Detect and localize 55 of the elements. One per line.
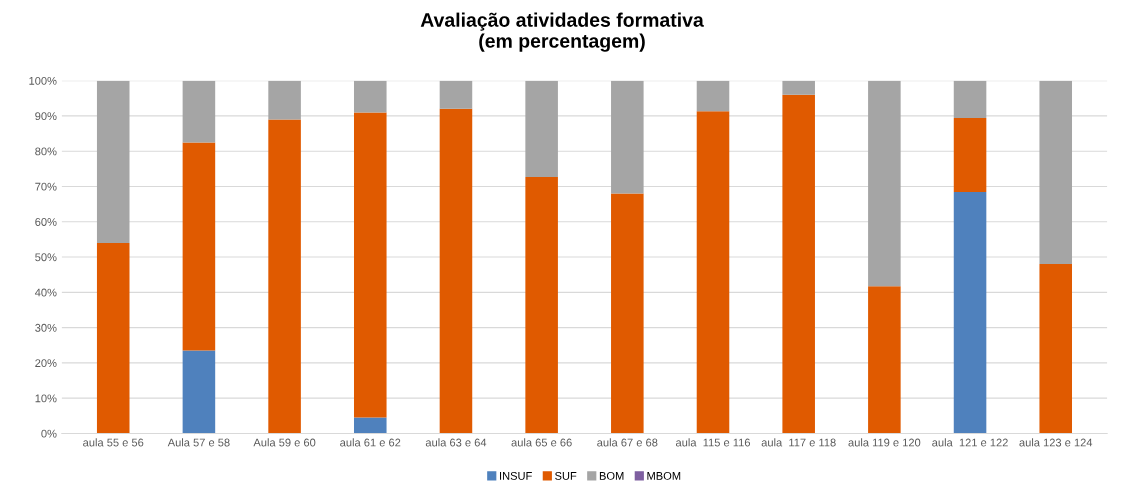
y-tick-label: 10% — [35, 394, 57, 403]
y-tick-label: 40% — [34, 288, 57, 297]
y-tick-label: 20% — [35, 359, 57, 368]
bar — [525, 176, 558, 434]
bar — [611, 193, 644, 434]
x-tick-label: aula 67 e 68 — [597, 438, 658, 447]
bar — [953, 80, 987, 119]
bar — [182, 350, 216, 434]
y-tick-label: 30% — [35, 323, 57, 332]
bar — [696, 111, 730, 434]
bar — [96, 242, 130, 434]
x-tick-label: aula 117 e 118 — [761, 438, 836, 447]
bar — [696, 80, 730, 112]
x-tick-label: aula 65 e 66 — [511, 438, 572, 447]
y-tick-label: 60% — [35, 218, 57, 226]
bar — [439, 80, 473, 109]
y-tick-label: 50% — [35, 253, 57, 262]
bar — [868, 80, 901, 287]
bar — [782, 80, 815, 95]
x-tick-label: aula 121 e 122 — [932, 438, 1008, 447]
y-tick-label: 70% — [35, 182, 57, 191]
bar — [268, 80, 301, 120]
x-tick-label: aula 123 e 124 — [1019, 438, 1093, 447]
bar — [782, 94, 815, 434]
legend-label: MBOM — [647, 471, 681, 480]
bar — [953, 192, 987, 434]
bar — [1039, 80, 1073, 265]
bar — [354, 80, 387, 113]
bar — [182, 142, 216, 351]
x-tick-label: aula 119 e 120 — [848, 438, 921, 447]
x-tick-label: Aula 59 e 60 — [253, 438, 316, 447]
y-tick-label: 0% — [41, 429, 57, 438]
bar — [1039, 264, 1073, 434]
bar — [182, 80, 216, 143]
x-tick-label: Aula 57 e 58 — [167, 438, 230, 447]
bar — [268, 119, 301, 434]
legend-label: SUF — [555, 471, 577, 480]
bar — [354, 112, 387, 418]
bar — [439, 108, 473, 434]
y-tick-label: 90% — [35, 112, 57, 121]
bar — [611, 80, 644, 194]
x-tick-label: aula 115 e 116 — [675, 438, 750, 447]
y-tick-label: 80% — [35, 147, 57, 156]
x-tick-label: aula 55 e 56 — [83, 438, 144, 447]
bar — [868, 286, 901, 434]
bar — [525, 80, 558, 177]
bar — [354, 417, 387, 434]
bar — [96, 80, 130, 243]
legend-label: INSUF — [500, 471, 532, 480]
y-tick-label: 100% — [29, 76, 57, 85]
legend-label: BOM — [599, 471, 624, 480]
x-tick-label: aula 61 e 62 — [340, 438, 401, 447]
x-tick-label: aula 63 e 64 — [425, 438, 487, 447]
chart-title: Avaliação atividades formativa (em percentagem) — [420, 12, 704, 52]
bar — [953, 118, 987, 193]
